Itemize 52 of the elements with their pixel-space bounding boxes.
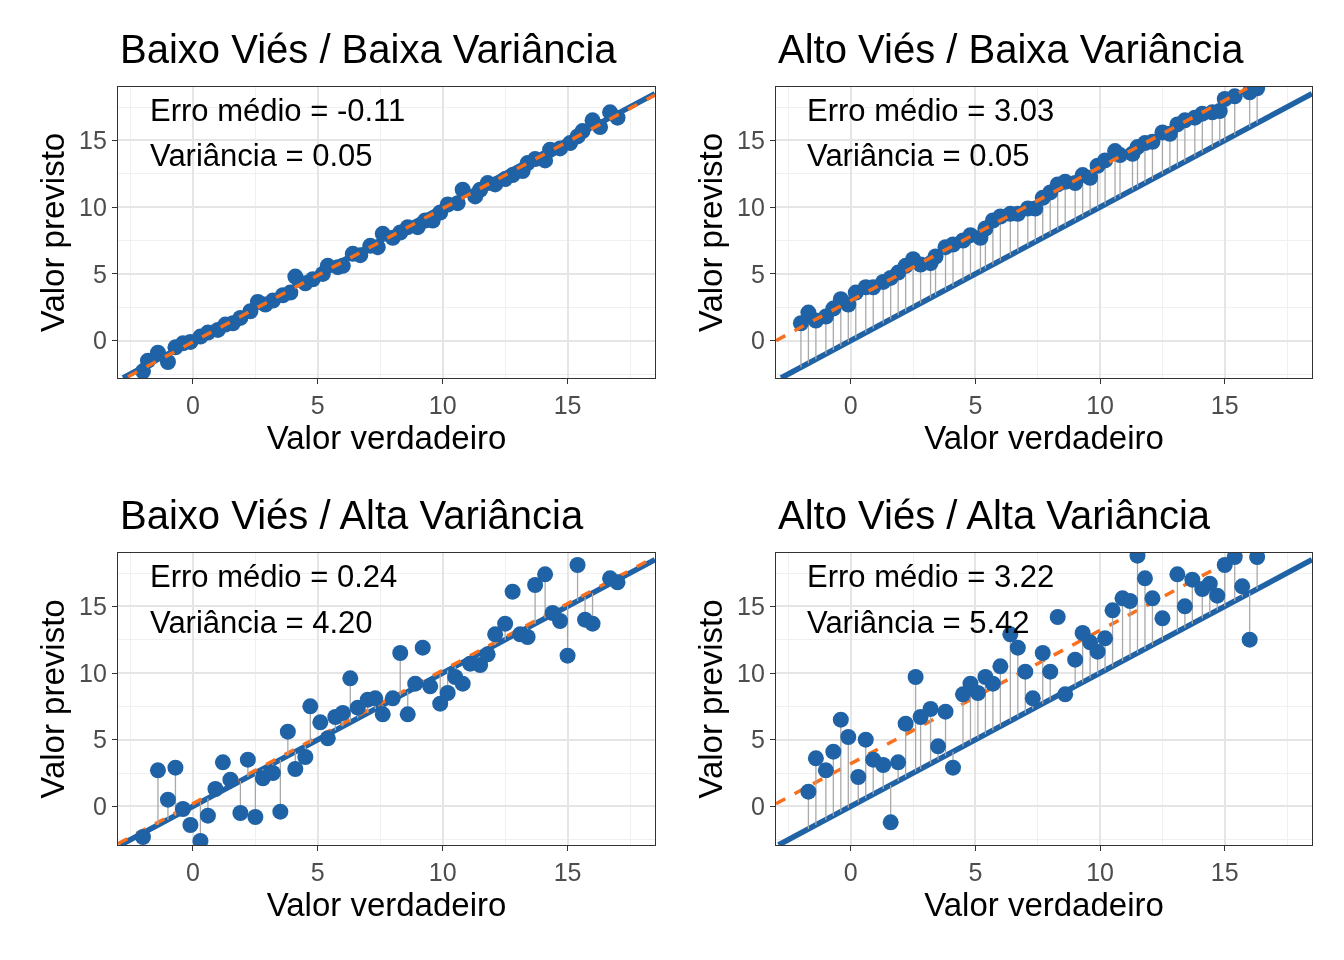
annotation: Erro médio = -0.11 (150, 93, 406, 128)
chart-title: Alto Viés / Alta Variância (778, 493, 1211, 537)
y-tick-label: 10 (79, 658, 107, 687)
annotation: Variância = 4.20 (150, 605, 373, 640)
annotation: Erro médio = 3.22 (807, 559, 1055, 594)
y-axis-title: Valor previsto (33, 132, 71, 333)
y-tick-label: 0 (750, 792, 765, 821)
y-tick-label: 0 (750, 326, 765, 355)
y-tick-label: 0 (92, 326, 107, 355)
y-tick-label: 5 (750, 725, 765, 754)
x-tick-label: 10 (1086, 391, 1114, 420)
x-tick-label: 5 (968, 391, 983, 420)
x-tick-label: 15 (1210, 391, 1239, 420)
annotation: Erro médio = 0.24 (150, 559, 398, 594)
y-tick-label: 15 (737, 126, 765, 155)
chart-title: Alto Viés / Baixa Variância (778, 27, 1245, 71)
x-axis-title: Valor verdadeiro (266, 886, 507, 924)
x-tick-label: 5 (968, 858, 983, 887)
y-tick-label: 10 (737, 192, 765, 221)
x-tick-label: 15 (553, 858, 582, 887)
x-tick-label: 15 (553, 391, 582, 420)
chart-title: Baixo Viés / Alta Variância (120, 493, 584, 537)
x-tick-label: 0 (185, 391, 200, 420)
annotation: Variância = 0.05 (150, 138, 373, 173)
x-tick-label: 5 (310, 391, 325, 420)
x-axis-title: Valor verdadeiro (266, 419, 507, 457)
y-axis-title: Valor previsto (691, 132, 729, 333)
y-tick-label: 5 (750, 259, 765, 288)
y-tick-label: 5 (92, 725, 107, 754)
annotation: Variância = 5.42 (807, 605, 1030, 640)
x-tick-label: 0 (185, 858, 200, 887)
x-tick-label: 15 (1210, 858, 1239, 887)
y-tick-label: 15 (79, 592, 107, 621)
y-axis-title: Valor previsto (691, 599, 729, 799)
x-tick-label: 10 (428, 391, 457, 420)
x-axis-title: Valor verdadeiro (924, 886, 1164, 924)
x-tick-label: 5 (310, 858, 325, 887)
x-tick-label: 0 (843, 391, 858, 420)
y-tick-label: 15 (79, 126, 107, 155)
y-tick-label: 15 (737, 592, 765, 621)
y-tick-label: 5 (92, 259, 107, 288)
annotation: Variância = 0.05 (807, 138, 1030, 173)
y-tick-label: 10 (79, 192, 107, 221)
annotation: Erro médio = 3.03 (807, 93, 1055, 128)
y-axis-title: Valor previsto (33, 599, 71, 799)
x-tick-label: 0 (843, 858, 858, 887)
y-tick-label: 10 (737, 658, 765, 687)
x-axis-title: Valor verdadeiro (924, 419, 1164, 457)
y-tick-label: 0 (92, 792, 107, 821)
x-tick-label: 10 (1086, 858, 1114, 887)
chart-title: Baixo Viés / Baixa Variância (120, 27, 618, 71)
x-tick-label: 10 (428, 858, 457, 887)
